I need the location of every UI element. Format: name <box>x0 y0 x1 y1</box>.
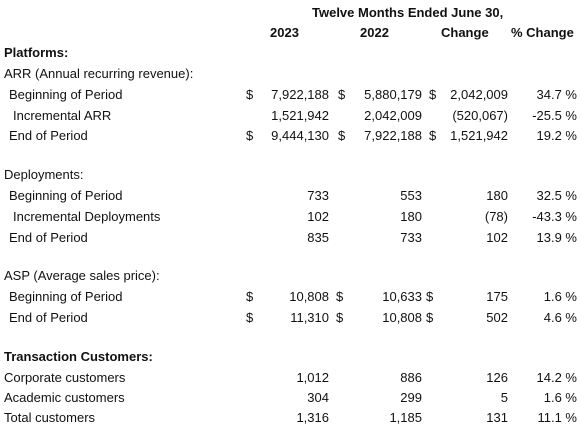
value-pct-change: 11.1 % <box>537 410 577 425</box>
value-change: 5 <box>500 390 508 405</box>
value-pct-change: -43.3 % <box>532 209 577 224</box>
column-header-pct-change: % Change <box>511 25 574 40</box>
row-label: Total customers <box>4 410 96 425</box>
section-title-platforms: Platforms: <box>4 45 69 60</box>
row-label: Corporate customers <box>4 370 126 385</box>
section-title-transaction-customers: Transaction Customers: <box>4 349 153 364</box>
value-2023: 102 <box>307 209 329 224</box>
value-2023: 9,444,130 <box>271 128 329 143</box>
row-label: Academic customers <box>4 390 125 405</box>
currency-symbol: $ <box>246 289 254 304</box>
value-2023: 304 <box>307 390 329 405</box>
currency-symbol: $ <box>246 310 254 325</box>
value-change: 2,042,009 <box>450 87 508 102</box>
value-pct-change: 1.6 % <box>543 289 577 304</box>
section-title-asp: ASP (Average sales price): <box>4 268 160 283</box>
value-pct-change: 1.6 % <box>543 390 577 405</box>
value-2023: 10,808 <box>289 289 329 304</box>
value-change: (520,067) <box>452 108 508 123</box>
row-label: Incremental Deployments <box>13 209 161 224</box>
row-label: End of Period <box>9 128 88 143</box>
row-label: Beginning of Period <box>9 289 123 304</box>
value-change: 1,521,942 <box>450 128 508 143</box>
section-title-deployments: Deployments: <box>4 167 84 182</box>
value-2022: 733 <box>400 230 422 245</box>
value-2022: 10,808 <box>382 310 422 325</box>
value-pct-change: 4.6 % <box>543 310 577 325</box>
value-pct-change: 13.9 % <box>536 230 577 245</box>
value-2022: 10,633 <box>382 289 422 304</box>
value-change: 102 <box>486 230 508 245</box>
value-2022: 180 <box>400 209 422 224</box>
row-label: Beginning of Period <box>9 188 123 203</box>
value-2023: 1,521,942 <box>271 108 329 123</box>
currency-symbol: $ <box>426 310 434 325</box>
arr-label: ARR (Annual recurring revenue): <box>4 66 194 81</box>
row-label: End of Period <box>9 230 88 245</box>
period-title: Twelve Months Ended June 30, <box>312 5 504 20</box>
value-change: 502 <box>486 310 508 325</box>
currency-symbol: $ <box>338 87 346 102</box>
row-label: End of Period <box>9 310 88 325</box>
currency-symbol: $ <box>429 87 437 102</box>
value-change: 180 <box>486 188 508 203</box>
value-2022: 553 <box>400 188 422 203</box>
column-header-2023: 2023 <box>270 25 299 40</box>
value-2022: 2,042,009 <box>364 108 422 123</box>
value-change: 131 <box>486 410 508 425</box>
currency-symbol: $ <box>336 289 344 304</box>
value-2023: 835 <box>307 230 329 245</box>
value-pct-change: 19.2 % <box>536 128 577 143</box>
column-header-change: Change <box>441 25 489 40</box>
value-pct-change: 32.5 % <box>536 188 577 203</box>
value-2022: 7,922,188 <box>364 128 422 143</box>
value-pct-change: -25.5 % <box>532 108 577 123</box>
value-2023: 1,316 <box>296 410 329 425</box>
value-pct-change: 34.7 % <box>536 87 577 102</box>
value-2023: 733 <box>307 188 329 203</box>
value-2022: 886 <box>400 370 422 385</box>
value-change: 126 <box>486 370 508 385</box>
value-2023: 7,922,188 <box>271 87 329 102</box>
currency-symbol: $ <box>426 289 434 304</box>
value-2022: 5,880,179 <box>364 87 422 102</box>
currency-symbol: $ <box>429 128 437 143</box>
value-2023: 11,310 <box>290 310 329 325</box>
row-label: Beginning of Period <box>9 87 123 102</box>
currency-symbol: $ <box>338 128 346 143</box>
currency-symbol: $ <box>336 310 344 325</box>
value-pct-change: 14.2 % <box>536 370 577 385</box>
value-2022: 299 <box>400 390 422 405</box>
value-2022: 1,185 <box>389 410 422 425</box>
row-label: Incremental ARR <box>13 108 112 123</box>
column-header-2022: 2022 <box>360 25 389 40</box>
currency-symbol: $ <box>246 87 254 102</box>
currency-symbol: $ <box>246 128 254 143</box>
value-2023: 1,012 <box>296 370 329 385</box>
value-change: (78) <box>484 209 508 224</box>
value-change: 175 <box>486 289 508 304</box>
